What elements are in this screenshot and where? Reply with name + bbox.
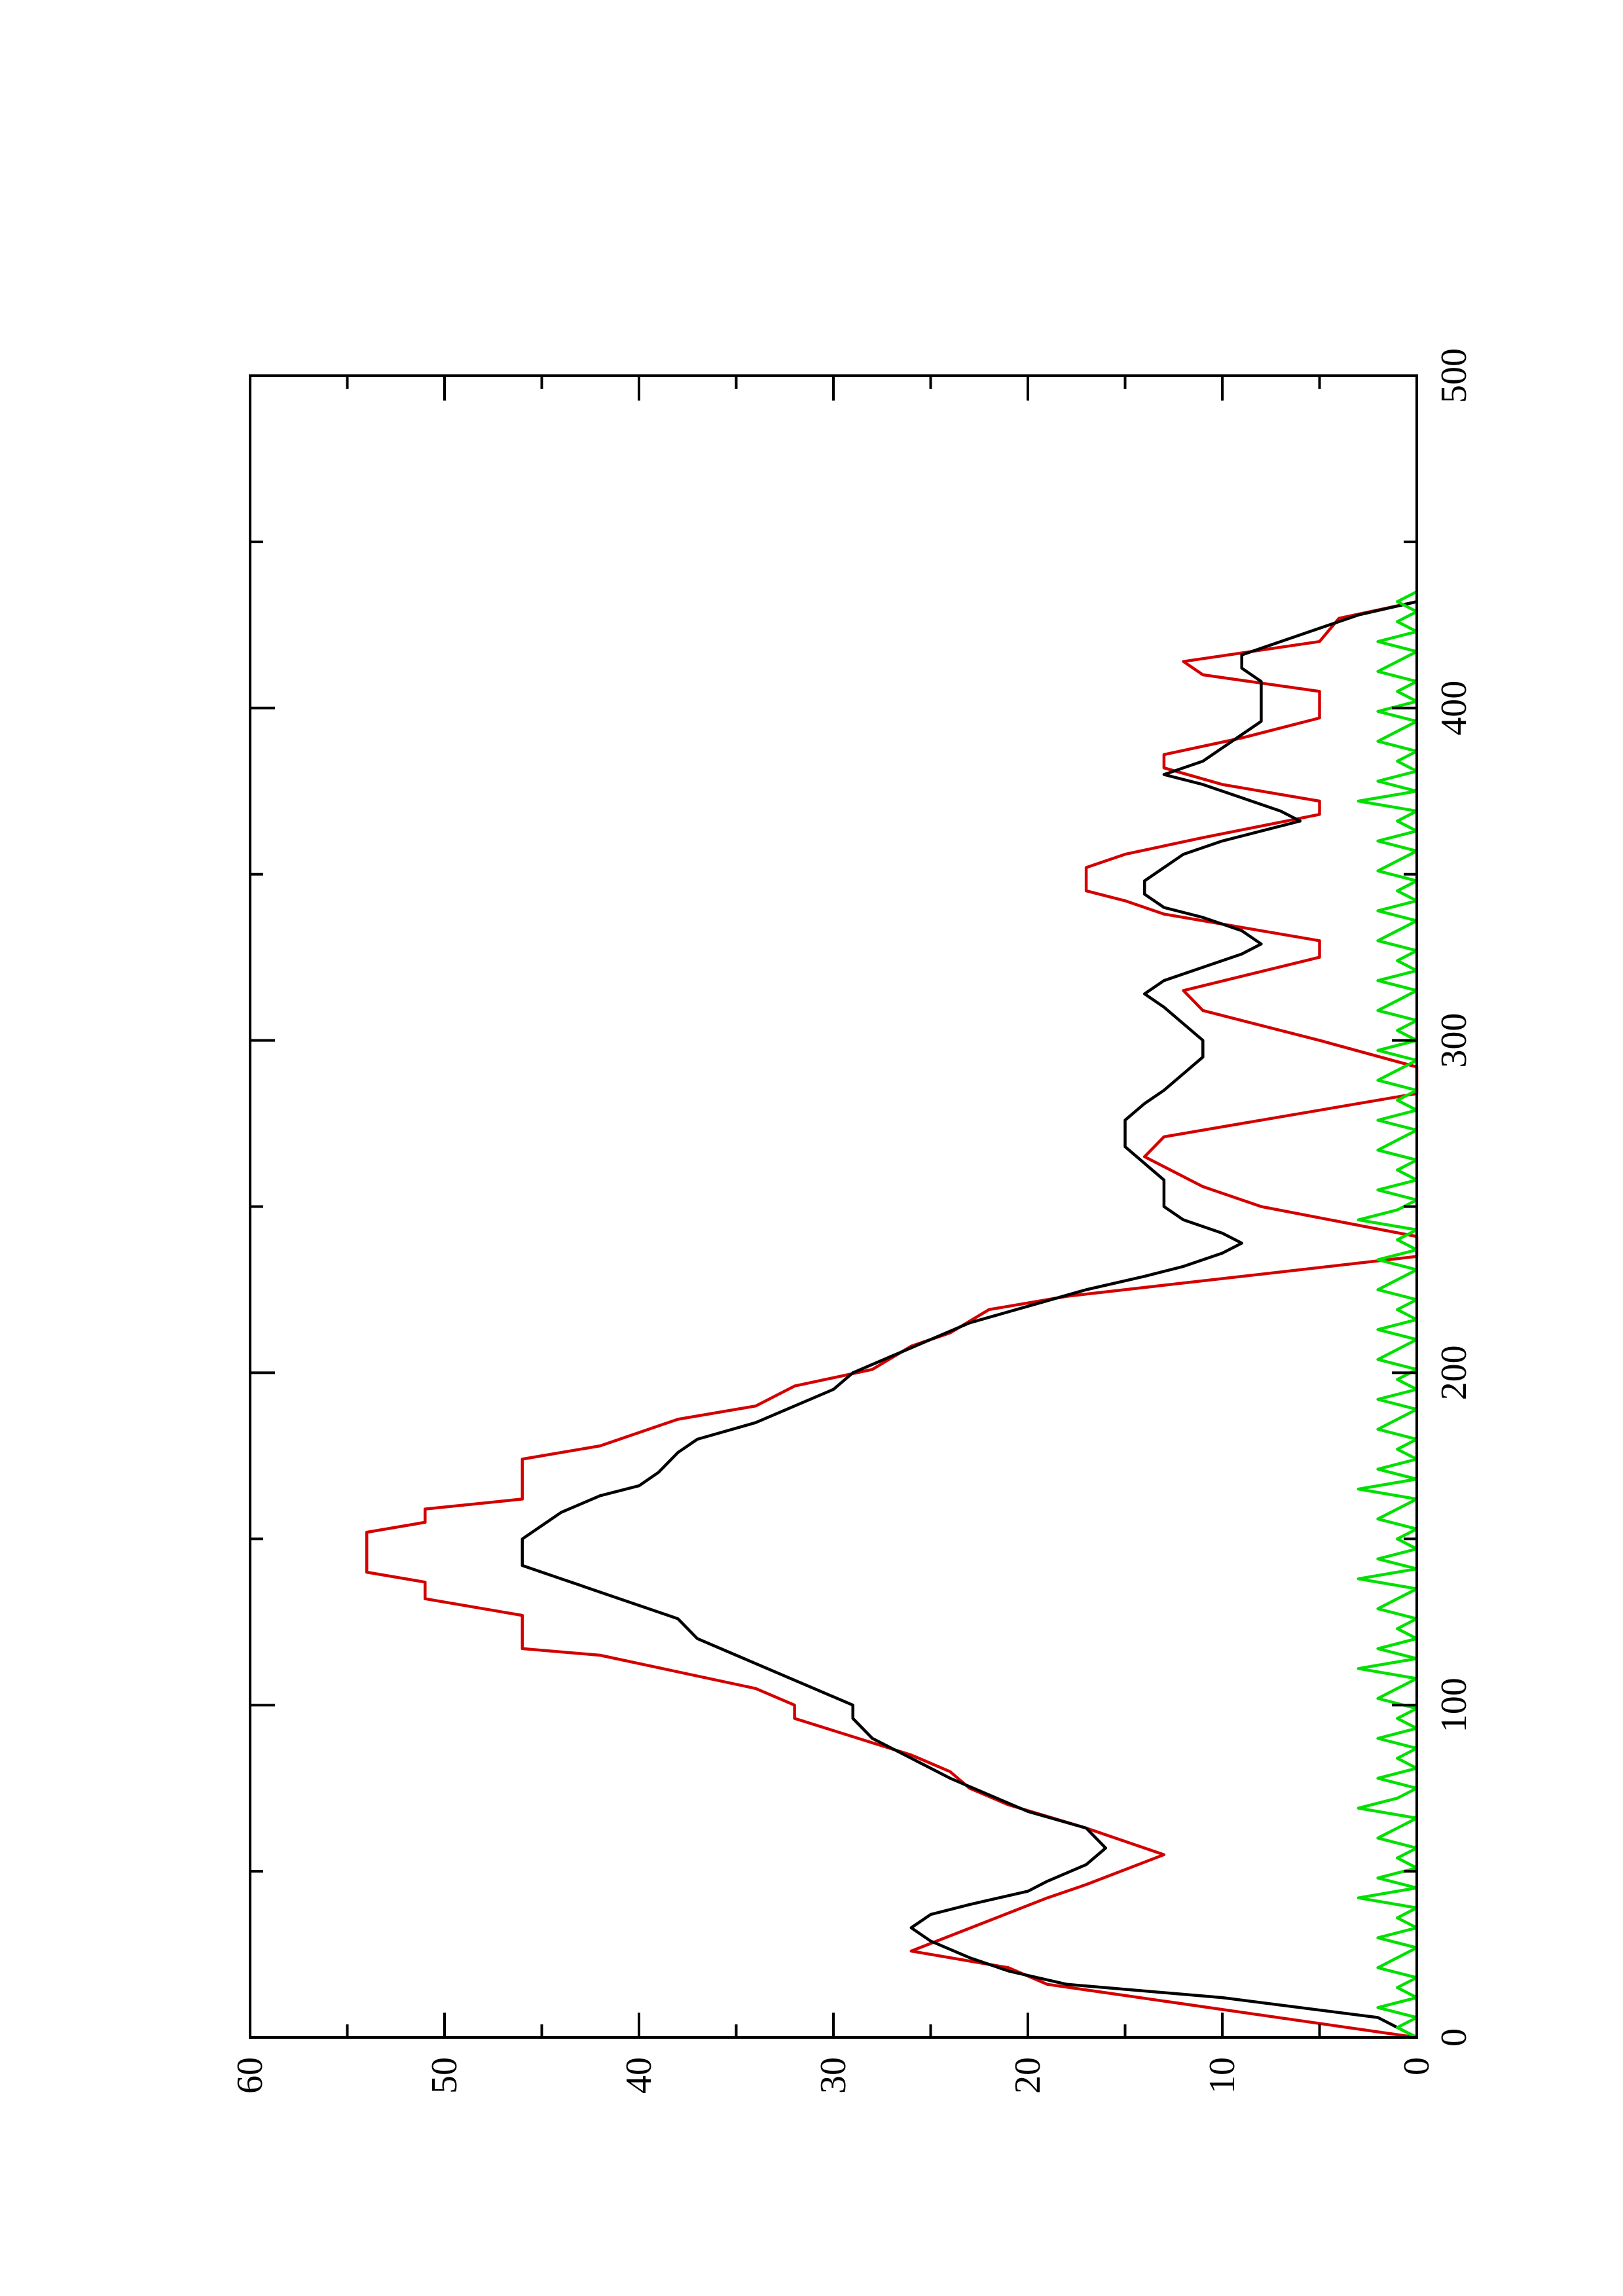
y-tick-label: 30 bbox=[813, 2057, 854, 2094]
x-tick-label: 200 bbox=[1434, 1345, 1474, 1400]
x-tick-label: 400 bbox=[1434, 681, 1474, 736]
tick-layer bbox=[249, 374, 1418, 2039]
tick-label-layer: 0 100 200 300 400 500 0 10 20 30 40 50 60 bbox=[230, 348, 1474, 2094]
series-2-line bbox=[520, 600, 1418, 2039]
y-tick-label: 10 bbox=[1202, 2057, 1243, 2094]
x-tick-label: 0 bbox=[1434, 2028, 1474, 2047]
x-tick-label: 500 bbox=[1434, 348, 1474, 403]
y-tick-label: 0 bbox=[1396, 2057, 1437, 2075]
x-tick-label: 100 bbox=[1434, 1677, 1474, 1732]
x-tick-label: 300 bbox=[1434, 1013, 1474, 1068]
y-tick-label: 50 bbox=[424, 2057, 465, 2094]
series-3-line bbox=[1357, 590, 1419, 2039]
y-tick-label: 60 bbox=[230, 2057, 270, 2094]
plot-frame bbox=[249, 374, 1418, 2039]
series-layer bbox=[365, 590, 1419, 2039]
series-1-line bbox=[365, 600, 1419, 2039]
y-tick-label: 20 bbox=[1008, 2057, 1048, 2094]
y-tick-label: 40 bbox=[619, 2057, 659, 2094]
